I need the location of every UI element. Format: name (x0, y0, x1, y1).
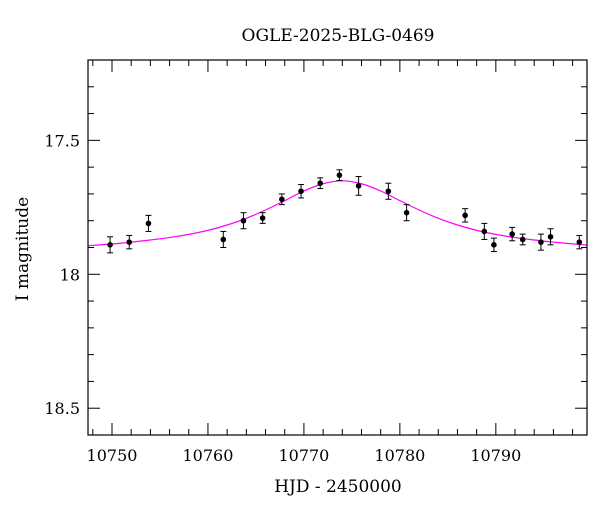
data-point-marker (126, 239, 133, 245)
data-points-layer (107, 169, 583, 254)
model-curve-layer (87, 180, 588, 247)
data-point-marker (491, 242, 497, 248)
data-point (259, 212, 266, 224)
x-tick-label: 10760 (182, 446, 233, 465)
plot-frame (87, 59, 588, 436)
x-tick-label: 10770 (278, 446, 329, 465)
x-axis-label: HJD - 2450000 (274, 477, 402, 497)
axis-ticks: 10750 10760 10770 10780 10790 17.5 18 18.5 (44, 59, 587, 465)
data-point (298, 184, 305, 199)
data-point (576, 234, 583, 250)
y-tick-label: 17.5 (44, 131, 80, 150)
data-point-marker (240, 217, 247, 224)
x-tick-label: 10790 (470, 446, 521, 465)
data-point (547, 228, 554, 246)
data-point (278, 193, 285, 206)
data-point-marker (220, 236, 227, 243)
x-tick-label: 10750 (87, 446, 138, 465)
data-point-marker (547, 233, 554, 240)
data-point (317, 177, 324, 190)
y-tick-label: 18.5 (44, 399, 80, 418)
data-point (336, 169, 343, 182)
data-point-marker (538, 239, 544, 245)
data-point (481, 222, 488, 240)
x-tick-label: 10780 (374, 446, 425, 465)
data-point-marker (279, 196, 285, 203)
data-point (537, 233, 544, 251)
data-point-marker (403, 209, 410, 216)
y-tick-label: 18 (60, 265, 80, 284)
data-point (355, 176, 362, 196)
data-point (385, 182, 392, 200)
data-point (490, 237, 497, 253)
data-point-marker (145, 220, 152, 227)
data-point (509, 226, 516, 242)
data-point-marker (317, 180, 324, 187)
data-point-marker (519, 236, 526, 243)
data-point (145, 214, 152, 232)
data-point-marker (298, 188, 304, 195)
data-point-marker (481, 228, 488, 235)
data-point (126, 234, 133, 250)
data-point-marker (385, 188, 392, 195)
data-point-marker (336, 172, 343, 178)
data-point-marker (259, 215, 266, 221)
y-axis-label: I magnitude (13, 197, 33, 301)
data-point (240, 212, 247, 230)
data-point-marker (107, 242, 113, 248)
data-point-marker (509, 231, 515, 237)
chart-title: OGLE-2025-BLG-0469 (242, 26, 435, 46)
data-point (462, 208, 469, 223)
data-point (519, 233, 526, 246)
data-point-marker (355, 183, 362, 189)
model-curve (87, 180, 588, 247)
data-point (403, 204, 410, 222)
data-point (107, 236, 114, 254)
data-point-marker (576, 239, 583, 245)
data-point-marker (462, 212, 468, 219)
data-point (220, 230, 227, 248)
